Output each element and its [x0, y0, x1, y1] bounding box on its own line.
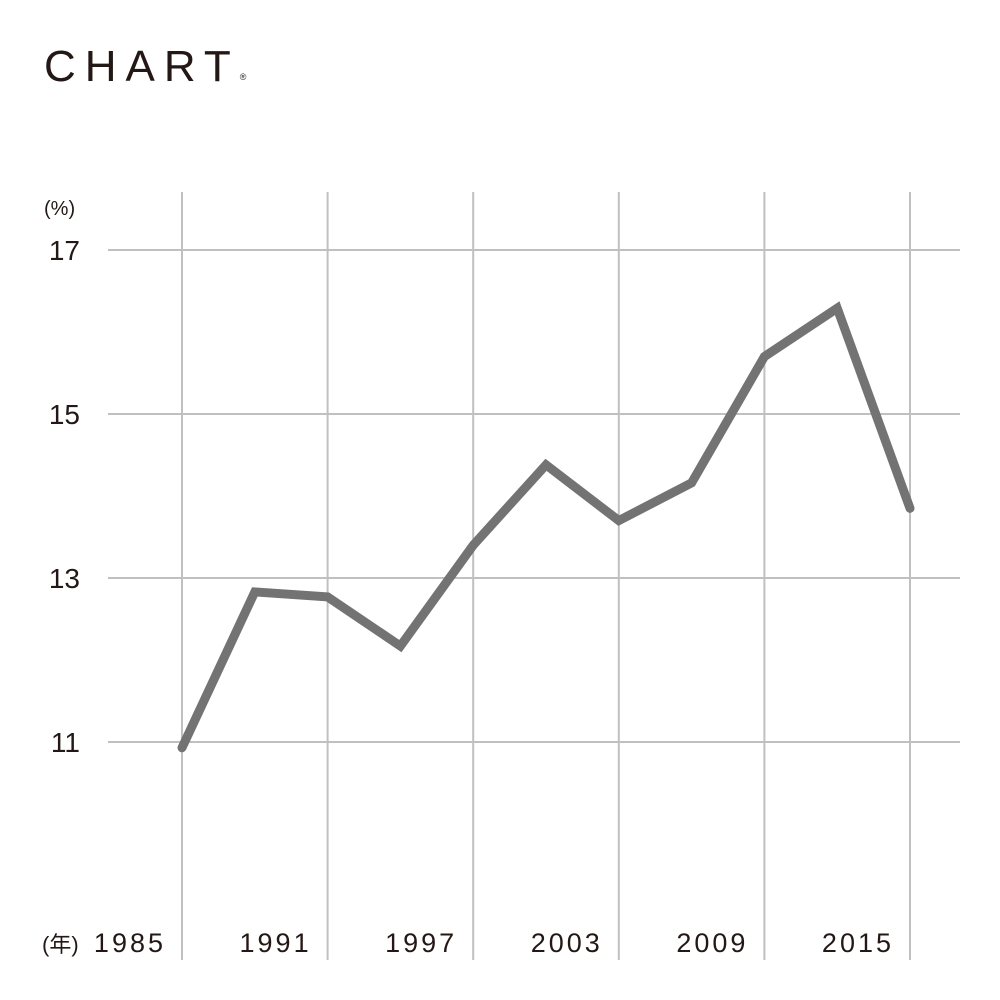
logo-text: CHART: [44, 42, 240, 91]
x-tick-label: 1985: [94, 928, 166, 958]
x-tick-label: 2003: [531, 928, 603, 958]
chart-logo: CHART®: [44, 42, 246, 92]
y-tick-label: 17: [49, 235, 80, 266]
y-tick-label: 13: [49, 563, 80, 594]
registered-mark: ®: [239, 72, 247, 82]
x-tick-label: 1991: [240, 928, 312, 958]
data-line: [177, 301, 915, 753]
x-axis-unit: (年): [42, 932, 79, 957]
y-tick-label: 15: [49, 399, 80, 430]
y-axis-unit: (%): [44, 198, 75, 220]
x-tick-label: 2009: [676, 928, 748, 958]
x-tick-label: 2015: [822, 928, 894, 958]
y-tick-label: 11: [51, 727, 80, 758]
x-tick-label: 1997: [385, 928, 457, 958]
